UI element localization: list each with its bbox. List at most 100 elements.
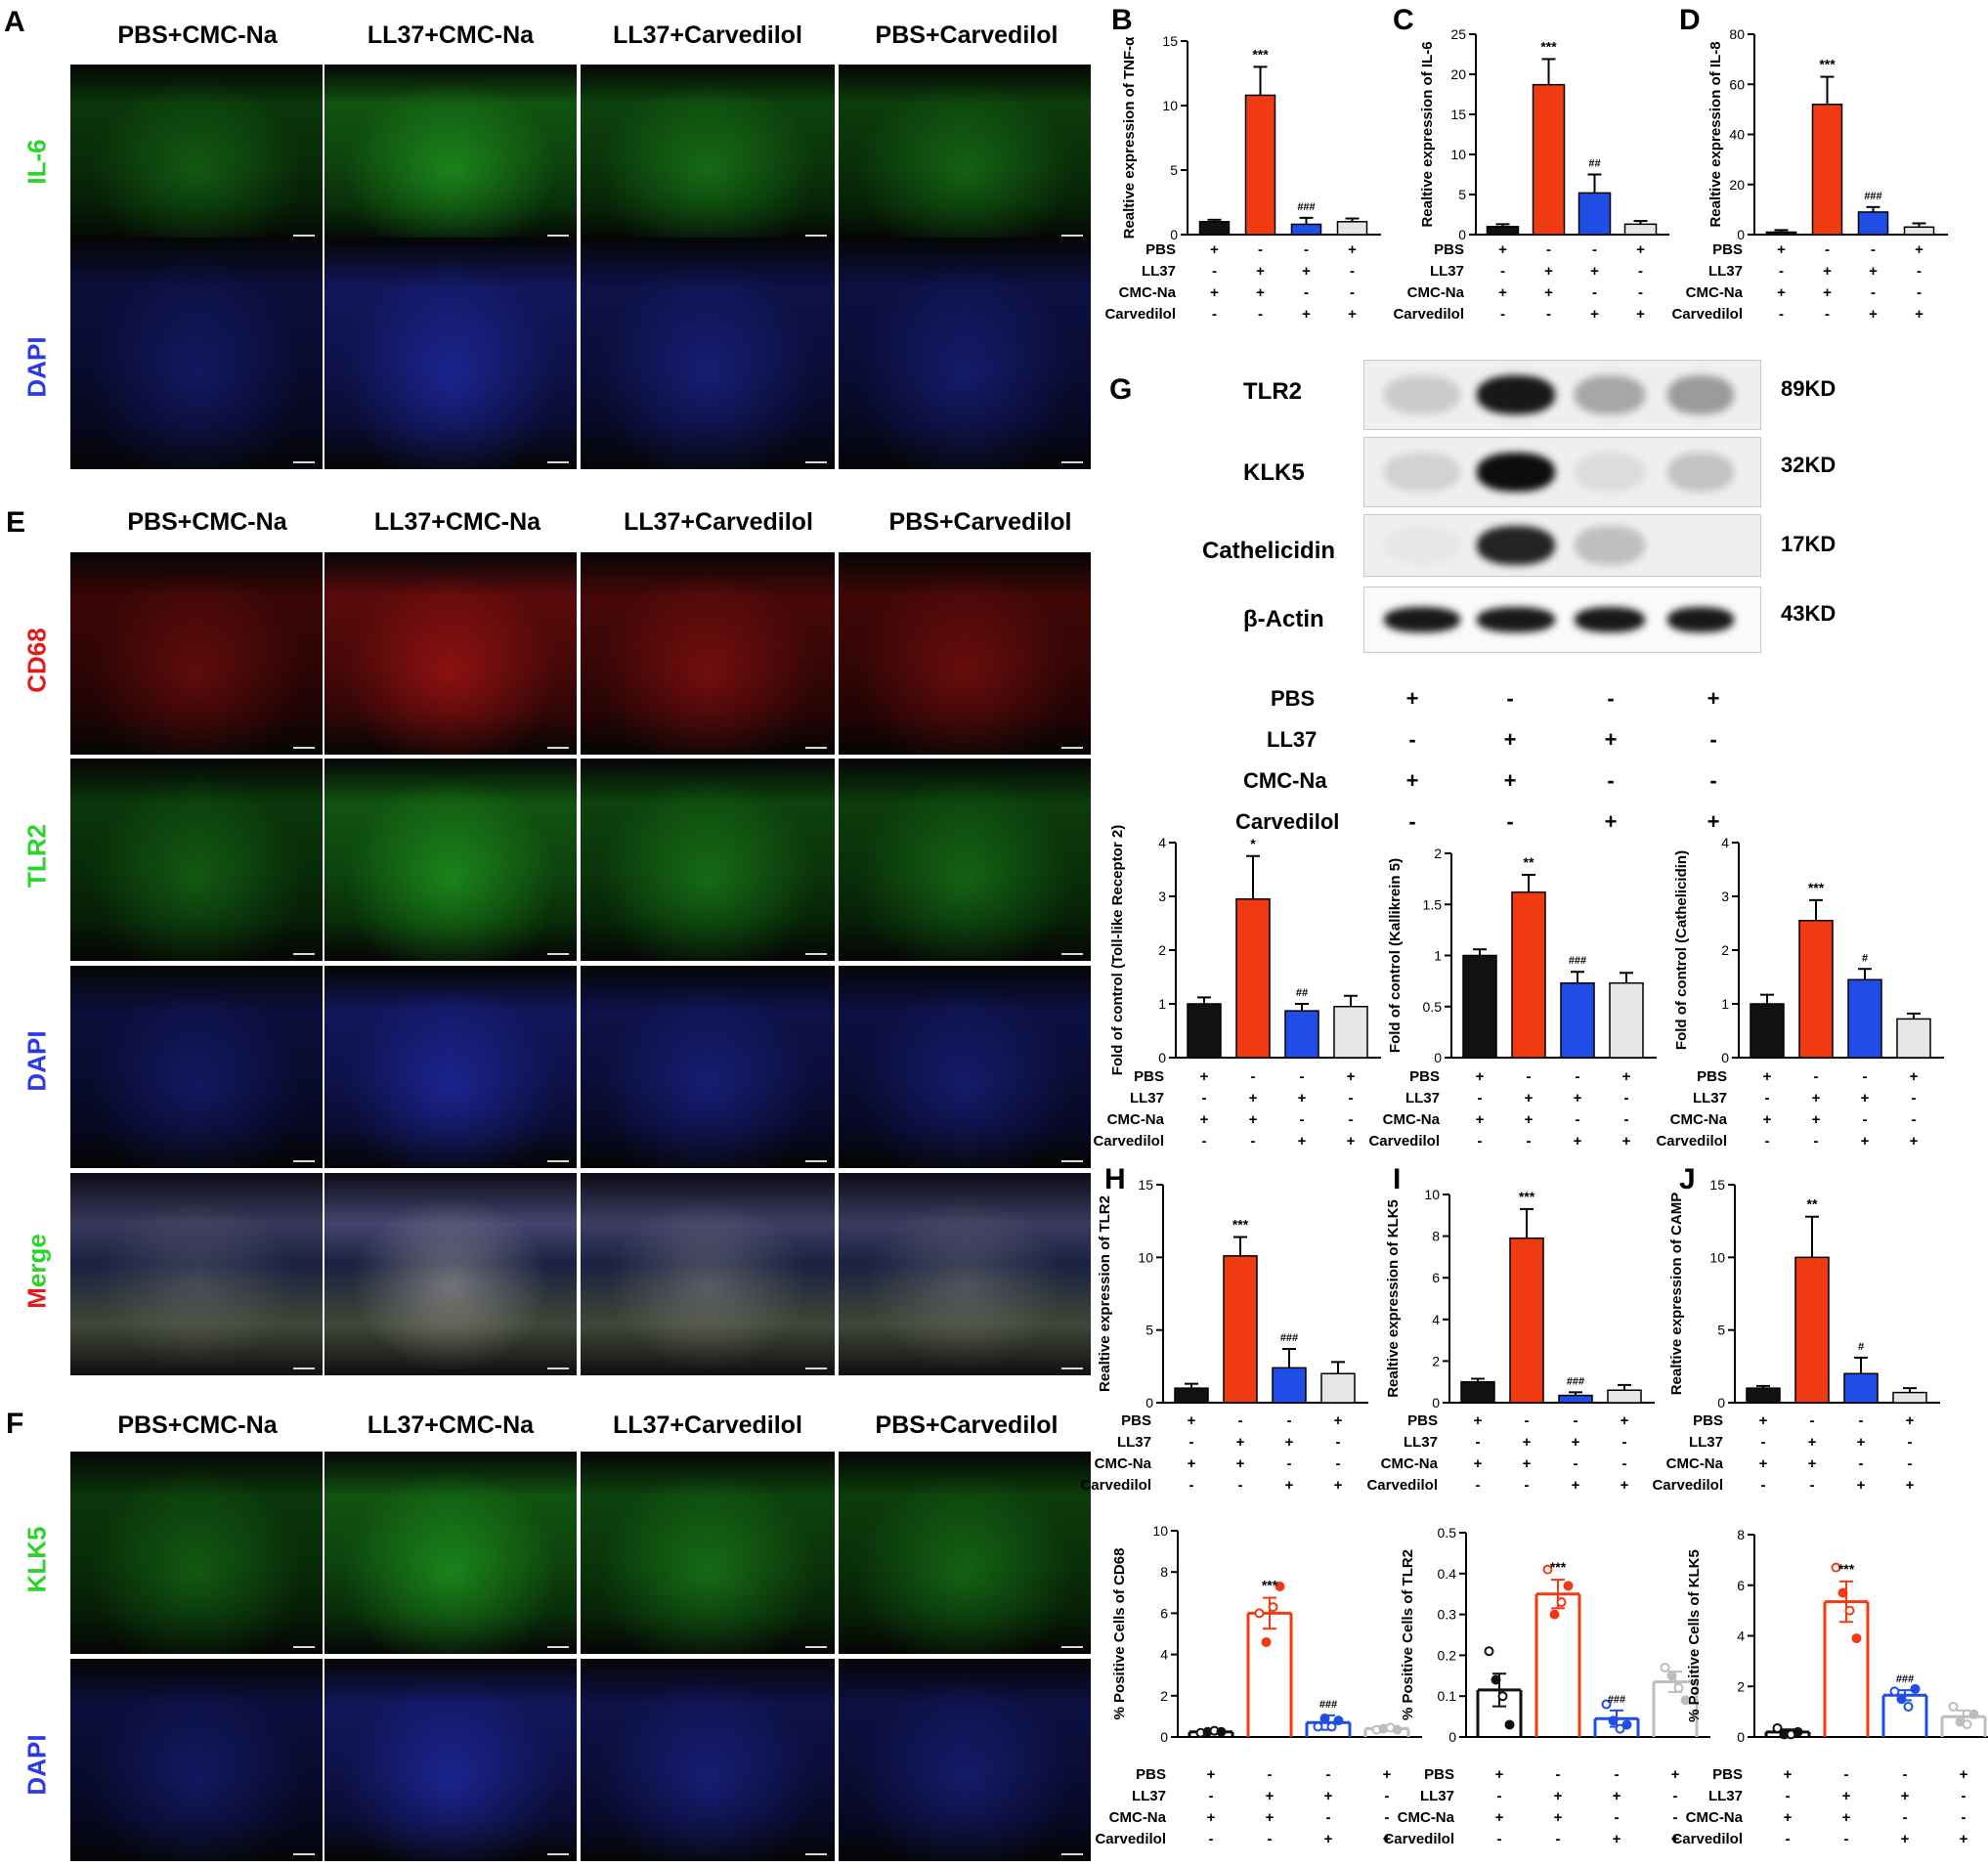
y-tick-label: 10: [1138, 1249, 1153, 1265]
condition-symbol: +: [1474, 1412, 1483, 1429]
data-point: [1962, 1719, 1972, 1730]
blot-band: [1477, 453, 1555, 492]
condition-symbol: +: [1525, 1111, 1534, 1128]
bar: [1896, 1018, 1931, 1059]
condition-label: Carvedilol: [1104, 306, 1176, 323]
y-axis-label: Fold of control (Toll-like Receptor 2): [1109, 825, 1126, 1075]
group-header: LL37+CMC-Na: [367, 1411, 535, 1439]
chart-f1: 0 2 4 6 8 10 % Positive Cells of CD68 *** ### PBS…: [1095, 1523, 1422, 1847]
condition-symbol: +: [1554, 1809, 1563, 1826]
condition-symbol: -: [1251, 1133, 1256, 1150]
condition-label: Carvedilol: [1656, 1133, 1727, 1150]
condition-symbol: +: [1476, 1068, 1485, 1085]
condition-symbol: +: [1621, 1477, 1629, 1494]
condition-symbol: -: [1287, 1455, 1292, 1472]
y-tick-label: 4: [1432, 1312, 1440, 1327]
micrograph-cd68: [324, 552, 577, 755]
condition-symbol: +: [1266, 1809, 1275, 1826]
bar: [1892, 1391, 1927, 1404]
chart-b: 0 5 10 15 Realtive expression of TNF-α *** ###…: [1104, 33, 1381, 323]
condition-symbol: +: [1906, 1412, 1915, 1429]
data-point: [1326, 1721, 1337, 1732]
y-axis-label: Realtive expression of CAMP: [1668, 1193, 1685, 1396]
condition-symbol: -: [1903, 1766, 1908, 1783]
significance-label: ***: [1540, 38, 1557, 54]
kd-label: 89KD: [1781, 376, 1837, 401]
data-point: [1333, 1715, 1344, 1726]
y-tick-label: 4: [1737, 1628, 1745, 1644]
condition-symbol: -: [1525, 1477, 1530, 1494]
condition-symbol: -: [1607, 768, 1615, 793]
condition-symbol: +: [1266, 1788, 1275, 1804]
y-tick-label: 4: [1721, 835, 1729, 850]
blot-band: [1384, 453, 1460, 492]
y-tick-label: 1: [1721, 996, 1729, 1012]
condition-symbol: -: [1917, 263, 1922, 280]
y-tick-label: 4: [1160, 1647, 1168, 1663]
condition-symbol: -: [1546, 241, 1551, 258]
bar: [1750, 1003, 1785, 1059]
y-tick-label: 3: [1158, 889, 1166, 904]
y-tick-label: 2: [1721, 942, 1729, 958]
condition-symbol: +: [1960, 1766, 1968, 1783]
bar: [1558, 1394, 1593, 1404]
chart-d: 0 20 40 60 80 Realtive expression of IL-8 *** #…: [1671, 26, 1948, 323]
bar: [1462, 954, 1497, 1059]
condition-symbol: -: [1779, 306, 1784, 323]
condition-symbol: +: [1405, 686, 1419, 711]
bar: [1623, 223, 1658, 236]
condition-symbol: -: [1917, 284, 1922, 301]
chart-i: 0 2 4 6 8 10 Realtive expression of KLK5 *** ###…: [1366, 1187, 1655, 1494]
condition-symbol: -: [1476, 1434, 1481, 1451]
data-point: [1319, 1714, 1330, 1724]
blot-band: [1667, 453, 1734, 492]
condition-symbol: -: [1592, 241, 1597, 258]
condition-symbol: -: [1497, 1831, 1502, 1847]
group-header: LL37+CMC-Na: [367, 22, 535, 49]
group-header: PBS+CMC-Na: [117, 22, 278, 49]
y-tick-label: 15: [1162, 33, 1178, 49]
condition-symbol: +: [1906, 1477, 1915, 1494]
bar: [1223, 1255, 1258, 1404]
condition-symbol: +: [1604, 727, 1618, 752]
condition-symbol: -: [1326, 1809, 1331, 1826]
y-tick-label: 1: [1158, 996, 1166, 1012]
micrograph-klk5: [70, 1452, 323, 1654]
y-tick-label: 5: [1145, 1323, 1153, 1338]
condition-label: CMC-Na: [1670, 1111, 1728, 1128]
condition-symbol: +: [1285, 1434, 1294, 1451]
blot-band: [1575, 375, 1645, 414]
condition-symbol: -: [1810, 1477, 1815, 1494]
condition-symbol: +: [1249, 1111, 1258, 1128]
condition-symbol: -: [1903, 1809, 1908, 1826]
condition-symbol: -: [1786, 1788, 1791, 1804]
panel-letter-g: G: [1109, 373, 1133, 406]
condition-label: PBS: [1121, 1412, 1151, 1429]
condition-symbol: -: [1574, 1455, 1578, 1472]
condition-symbol: +: [1857, 1477, 1866, 1494]
condition-symbol: -: [1238, 1477, 1243, 1494]
micrograph-il6: [839, 65, 1091, 242]
data-point: [1275, 1581, 1285, 1591]
panel-letter-a: A: [4, 6, 25, 38]
condition-symbol: -: [1638, 284, 1643, 301]
significance-label: ###: [1319, 1699, 1337, 1711]
data-point: [1844, 1605, 1855, 1616]
y-tick-label: 6: [1432, 1270, 1440, 1285]
condition-symbol: +: [1236, 1455, 1245, 1472]
condition-symbol: -: [1709, 727, 1717, 752]
y-tick-label: 80: [1729, 26, 1745, 42]
y-tick-label: 0: [1448, 1729, 1456, 1745]
condition-symbol: -: [1336, 1434, 1341, 1451]
condition-symbol: +: [1347, 1068, 1356, 1085]
bar: [1765, 231, 1797, 236]
condition-label: LL37: [1708, 1788, 1743, 1804]
condition-symbol: -: [1786, 1831, 1791, 1847]
condition-symbol: +: [1383, 1831, 1392, 1847]
data-point: [1549, 1609, 1560, 1620]
condition-symbol: +: [1861, 1090, 1870, 1107]
condition-symbol: -: [1863, 1068, 1868, 1085]
y-tick-label: 5: [1458, 187, 1466, 202]
data-point: [1851, 1633, 1862, 1644]
